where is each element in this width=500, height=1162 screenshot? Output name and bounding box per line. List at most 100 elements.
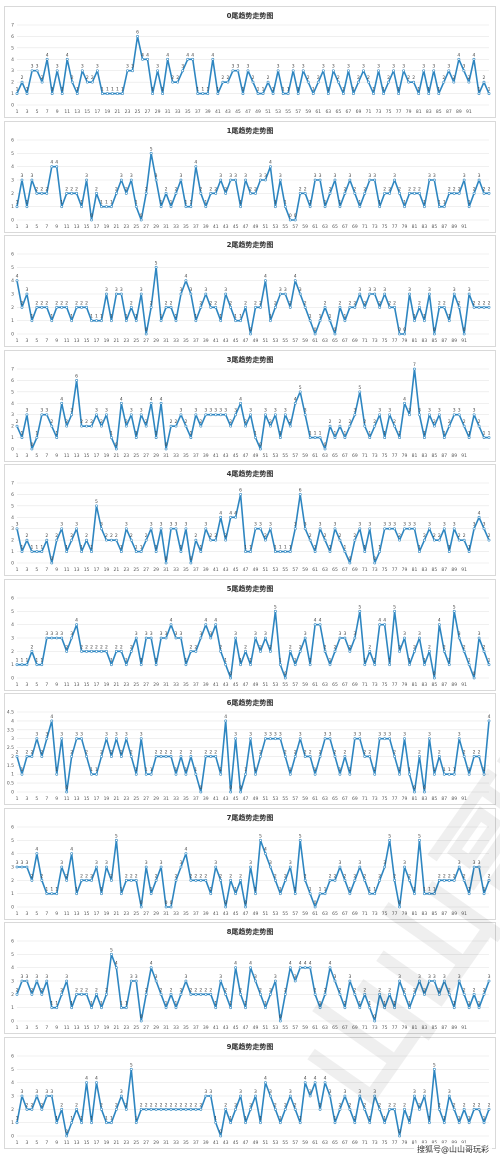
x-tick-label: 33 [173,453,179,459]
data-point [403,204,406,208]
data-label: 7 [413,362,416,368]
x-tick-label: 3 [25,796,28,802]
data-label: 2 [41,75,44,81]
data-label: 2 [339,1102,342,1108]
data-point [457,737,461,741]
x-tick-label: 61 [312,911,318,917]
x-tick-label: 11 [64,1140,70,1146]
data-label: 1 [309,199,312,205]
data-point [477,92,481,95]
data-point [194,878,198,882]
data-label: 2 [115,533,118,539]
data-label: 6 [75,373,78,379]
data-point [437,878,441,882]
x-tick-label: 11 [64,796,70,802]
data-point [323,305,327,309]
x-tick-label: 77 [392,338,398,344]
data-point [482,649,486,653]
data-label: 1 [478,1001,481,1007]
data-point [209,191,213,195]
data-label: 2 [334,749,337,755]
trend-chart-4: 4尾趋势走势图 0 1 2 3 4 5 6 7 1 3 5 7 9 11 13 15 17 19 21 23 25 27 29… [4,464,496,576]
data-label: 3 [368,173,371,179]
data-point [288,218,292,221]
data-point [323,649,327,653]
data-point [100,755,103,758]
data-point [214,865,218,868]
x-tick-label: 59 [302,1140,308,1146]
x-tick-label: 85 [431,1140,437,1146]
data-label: 4 [324,1075,327,1081]
data-point [293,401,297,405]
x-tick-label: 89 [451,1025,457,1031]
data-point [268,424,272,428]
x-tick-label: 81 [412,453,418,459]
data-label: 2 [180,1102,183,1108]
data-label: 2 [45,533,48,539]
data-point [105,538,108,542]
data-label: 3 [353,407,356,413]
data-point [363,305,367,309]
data-label: 1 [287,87,290,93]
data-point [268,164,272,168]
data-point [174,1006,178,1010]
x-tick-label: 77 [392,224,398,230]
data-point [70,1006,74,1010]
data-point [442,979,446,983]
data-point [427,92,431,95]
data-point [110,662,113,666]
data-label: 3 [85,173,88,179]
data-label: 2 [353,186,356,192]
data-point [154,662,158,666]
data-point [259,447,262,450]
data-label: 3 [236,64,239,70]
data-point [95,1080,98,1084]
data-point [20,662,24,666]
data-point [70,851,74,855]
data-label: 3 [284,287,287,293]
data-point [174,191,178,195]
data-point [358,1094,362,1097]
data-label: 2 [383,186,386,192]
x-tick-label: 79 [402,796,408,802]
data-point [224,1107,228,1111]
x-tick-label: 37 [193,338,199,344]
data-label: 2 [65,300,68,306]
x-tick-label: 29 [153,796,159,802]
data-label: 2 [30,987,33,993]
data-point [261,92,265,95]
data-label: 1 [110,314,113,320]
data-point [159,204,163,208]
data-label: 1 [413,314,416,320]
data-point [70,80,74,84]
data-label: 2 [80,419,83,425]
x-tick-label: 47 [243,338,249,344]
data-point [343,755,347,758]
x-tick-label: 5 [35,911,38,917]
data-label: 5 [110,947,113,953]
data-point [129,878,133,882]
data-point [105,992,108,996]
x-tick-label: 29 [153,224,159,230]
data-label: 2 [423,987,426,993]
data-label: 1 [135,199,138,205]
data-label: 2 [75,1102,78,1108]
x-tick-label: 1 [16,796,19,802]
data-label: 2 [85,873,88,879]
data-point [174,319,178,323]
data-label: 2 [86,75,89,81]
data-label: 2 [80,987,83,993]
x-tick-label: 49 [253,682,259,688]
data-label: 3 [418,407,421,413]
data-point [214,755,218,758]
data-label: 3 [403,522,406,528]
data-point [477,305,481,309]
data-label: 3 [488,974,491,980]
x-tick-label: 19 [104,796,110,802]
x-tick-label: 29 [153,911,159,917]
data-point [353,737,357,741]
data-point [50,891,54,895]
x-tick-label: 35 [183,338,189,344]
data-label: 4 [472,52,475,58]
data-label: 3 [478,860,481,866]
